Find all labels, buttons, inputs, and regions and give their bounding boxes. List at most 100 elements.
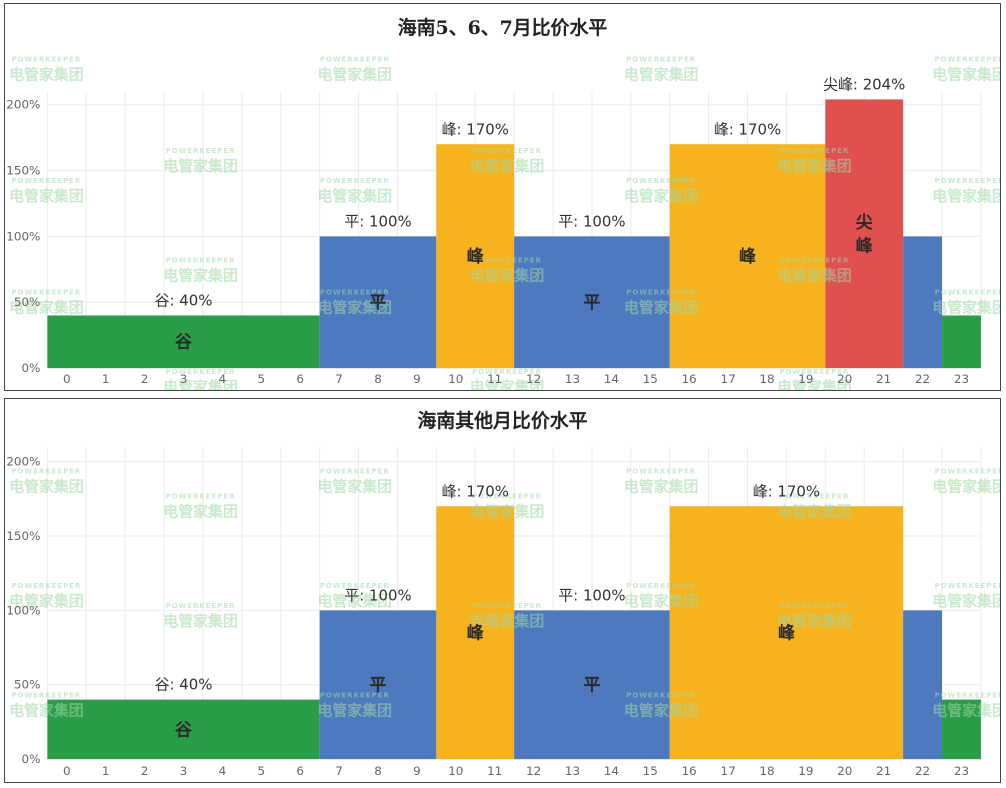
x-tick-label: 23	[954, 372, 969, 386]
watermark-text-en: POWERKEEPER	[11, 468, 81, 476]
watermark-text-en: POWERKEEPER	[779, 368, 849, 376]
watermark-text-cn: 电管家集团	[163, 612, 238, 630]
watermark-text-en: POWERKEEPER	[320, 691, 390, 699]
bar-segment	[436, 506, 515, 760]
watermark-text-cn: 电管家集团	[932, 66, 1000, 84]
y-tick-label: 50%	[14, 295, 40, 309]
watermark-text-cn: 电管家集团	[163, 157, 238, 175]
watermark-text-en: POWERKEEPER	[320, 288, 390, 296]
watermark-text-en: POWERKEEPER	[779, 602, 849, 610]
bar-segment	[514, 610, 670, 760]
y-tick-label: 150%	[6, 164, 40, 178]
watermark-text-en: POWERKEEPER	[320, 582, 390, 590]
chart-svg-other: POWERKEEPER 电管家集团 POWERKEEPER 电管家集团 POWERKEE…	[6, 409, 1000, 778]
bar-inner-label: 峰	[739, 246, 756, 266]
watermark-text-en: POWERKEEPER	[935, 468, 1000, 476]
watermark-text-cn: 电管家集团	[163, 267, 238, 285]
watermark-text-en: POWERKEEPER	[320, 56, 390, 64]
x-tick-label: 14	[604, 372, 619, 386]
x-tick-label: 2	[141, 372, 149, 386]
watermark-text-en: POWERKEEPER	[626, 691, 696, 699]
x-tick-label: 22	[915, 372, 930, 386]
watermark-text-en: POWERKEEPER	[11, 177, 81, 185]
y-tick-label: 50%	[14, 678, 41, 692]
watermark-text-en: POWERKEEPER	[935, 582, 1000, 590]
x-tick-label: 2	[141, 764, 149, 778]
x-tick-label: 15	[643, 764, 658, 778]
watermark-text-cn: 电管家集团	[932, 187, 1000, 205]
x-tick-label: 20	[837, 764, 852, 778]
bar-inner-label: 谷	[175, 332, 192, 352]
watermark-text-en: POWERKEEPER	[626, 56, 696, 64]
y-tick-label: 100%	[6, 603, 40, 617]
bar-segment	[942, 699, 981, 760]
watermark-text-cn: 电管家集团	[932, 592, 1000, 610]
watermark-text-cn: 电管家集团	[624, 701, 699, 719]
x-tick-label: 4	[219, 372, 227, 386]
x-tick-label: 13	[565, 372, 580, 386]
watermark-text-en: POWERKEEPER	[935, 177, 1000, 185]
x-tick-label: 18	[759, 764, 774, 778]
watermark-text-en: POWERKEEPER	[779, 147, 849, 155]
watermark-text-en: POWERKEEPER	[779, 492, 849, 500]
watermark-text-en: POWERKEEPER	[11, 582, 81, 590]
bar-inner-label: 平	[370, 675, 387, 695]
watermark-text-en: POWERKEEPER	[935, 288, 1000, 296]
data-label: 峰: 170%	[442, 482, 509, 500]
watermark-text-cn: 电管家集团	[9, 592, 84, 610]
x-tick-label: 8	[374, 372, 382, 386]
bar-segment	[436, 144, 515, 369]
bar-inner-label: 平	[370, 292, 387, 312]
chart-panel-other: POWERKEEPER 电管家集团 POWERKEEPER 电管家集团 POWERKEE…	[4, 398, 1001, 783]
watermark-text-en: POWERKEEPER	[11, 288, 81, 296]
watermark-text-cn: 电管家集团	[624, 298, 699, 316]
watermark-text-en: POWERKEEPER	[779, 257, 849, 265]
watermark-text-cn: 电管家集团	[624, 592, 699, 610]
watermark-text-en: POWERKEEPER	[472, 368, 542, 376]
y-tick-label: 100%	[6, 229, 40, 243]
watermark-text-en: POWERKEEPER	[166, 368, 236, 376]
watermark-text-en: POWERKEEPER	[472, 492, 542, 500]
watermark-text-en: POWERKEEPER	[626, 177, 696, 185]
x-tick-label: 19	[798, 372, 813, 386]
watermark-text-en: POWERKEEPER	[935, 691, 1000, 699]
watermark-text-cn: 电管家集团	[624, 478, 699, 496]
watermark-text-cn: 电管家集团	[470, 157, 545, 175]
chart-title: 海南其他月比价水平	[417, 409, 587, 432]
watermark-text-en: POWERKEEPER	[166, 257, 236, 265]
chart-title: 海南5、6、7月比价水平	[398, 16, 608, 39]
data-label: 谷: 40%	[155, 291, 213, 309]
watermark-text-en: POWERKEEPER	[320, 468, 390, 476]
bar-inner-label: 谷	[175, 719, 192, 739]
x-tick-label: 20	[837, 372, 852, 386]
x-tick-label: 10	[448, 764, 463, 778]
watermark-text-cn: 电管家集团	[9, 298, 84, 316]
x-tick-label: 7	[335, 764, 343, 778]
data-label: 峰: 170%	[714, 120, 781, 138]
watermark-text-cn: 电管家集团	[318, 592, 393, 610]
bar-segment	[669, 506, 904, 760]
bar-segment	[319, 236, 437, 369]
x-tick-label: 9	[413, 372, 421, 386]
x-tick-label: 10	[448, 372, 463, 386]
watermark-text-cn: 电管家集团	[9, 187, 84, 205]
x-tick-label: 18	[759, 372, 774, 386]
bar-segment	[669, 144, 826, 369]
data-label: 平: 100%	[558, 212, 625, 230]
watermark-text-cn: 电管家集团	[932, 478, 1000, 496]
data-label: 峰: 170%	[753, 482, 820, 500]
bar-inner-label: 峰	[778, 623, 795, 643]
watermark-text-en: POWERKEEPER	[626, 582, 696, 590]
x-tick-label: 12	[526, 372, 541, 386]
data-label: 平: 100%	[344, 586, 411, 604]
watermark-text-en: POWERKEEPER	[166, 492, 236, 500]
x-tick-label: 14	[604, 764, 619, 778]
bar-segment	[47, 315, 320, 369]
watermark-text-cn: 电管家集团	[932, 298, 1000, 316]
watermark-text-en: POWERKEEPER	[166, 602, 236, 610]
bar-inner-label: 平	[583, 292, 600, 312]
watermark-text-en: POWERKEEPER	[11, 691, 81, 699]
watermark-text-cn: 电管家集团	[777, 267, 852, 285]
y-tick-label: 200%	[6, 98, 40, 112]
watermark-text-en: POWERKEEPER	[472, 147, 542, 155]
